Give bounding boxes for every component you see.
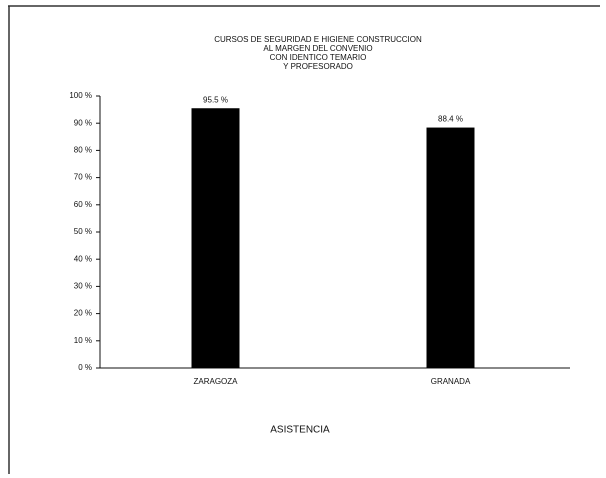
y-tick-label: 30 % — [74, 282, 92, 291]
y-tick-label: 0 % — [78, 363, 92, 372]
chart-title: Y PROFESORADO — [283, 62, 353, 71]
y-tick-label: 60 % — [74, 200, 92, 209]
chart-title: AL MARGEN DEL CONVENIO — [263, 44, 372, 53]
y-tick-label: 10 % — [74, 336, 92, 345]
value-label: 95.5 % — [203, 95, 228, 104]
bar — [191, 108, 240, 369]
x-tick-label: ZARAGOZA — [193, 377, 238, 386]
value-label: 88.4 % — [438, 115, 463, 124]
y-tick-label: 40 % — [74, 254, 92, 263]
y-tick-label: 90 % — [74, 118, 92, 127]
chart-title: CON IDENTICO TEMARIO — [270, 53, 367, 62]
y-tick-label: 20 % — [74, 309, 92, 318]
y-tick-label: 100 % — [69, 91, 92, 100]
bar — [426, 127, 475, 368]
y-tick-label: 80 % — [74, 146, 92, 155]
x-tick-label: GRANADA — [431, 377, 471, 386]
y-tick-label: 70 % — [74, 173, 92, 182]
x-axis-label: ASISTENCIA — [270, 425, 330, 436]
chart-title: CURSOS DE SEGURIDAD E HIGIENE CONSTRUCCI… — [214, 35, 422, 44]
y-tick-label: 50 % — [74, 227, 92, 236]
